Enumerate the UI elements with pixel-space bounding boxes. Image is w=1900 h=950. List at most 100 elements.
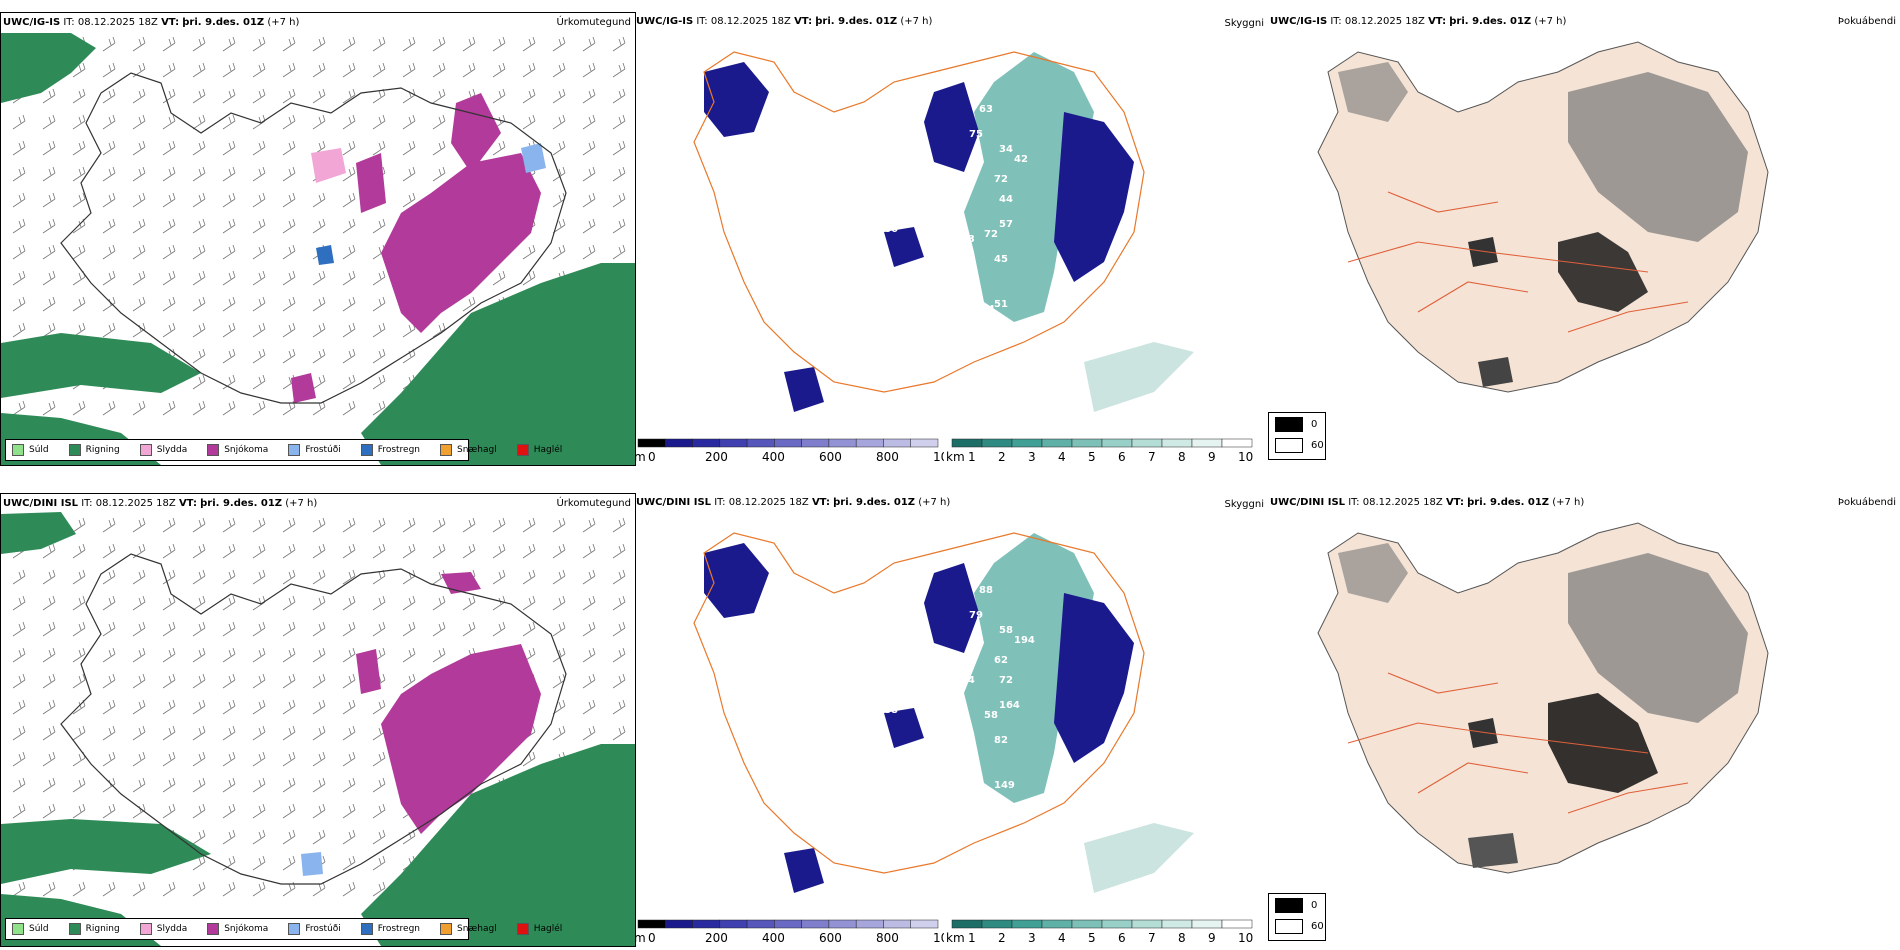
- fog-header-2: UWC/DINI ISL IT: 08.12.2025 18Z VT: þri.…: [1270, 497, 1584, 508]
- km-tick: 6: [1118, 931, 1126, 944]
- fog-legend-label-1: 60: [1311, 921, 1324, 932]
- cloud-base-label: 85: [899, 665, 913, 676]
- km-tick: 7: [1148, 450, 1156, 463]
- fog-map-2: [1317, 522, 1769, 874]
- legend-item-3: Snjókoma: [207, 444, 268, 456]
- cloud-base-label: 68: [834, 144, 848, 155]
- height-unit: m: [634, 931, 646, 944]
- legend-item-2: Slydda: [139, 923, 187, 935]
- km-colorbar-svg: km 1 2 3 4 5 6 7 8 9 10: [946, 919, 1253, 944]
- model-name: UWC/DINI ISL: [1270, 497, 1346, 508]
- cloud-panel-2: 58 52 64 90 86 53 55 52 58 88 85 111 181 109 85 127 88 79…: [634, 493, 1268, 945]
- legend-swatch-6: [440, 923, 453, 935]
- cloud-base-label: 38: [954, 805, 968, 816]
- km-colorbar-svg: km 1 2 3 4 5 6 7 8 9 10: [946, 438, 1253, 463]
- cloud-base-label: 97: [919, 224, 933, 235]
- km-color-step: [1041, 919, 1073, 929]
- km-color-step: [1191, 919, 1223, 929]
- height-color-step: [828, 919, 857, 929]
- cloud-base-label: 32: [909, 264, 923, 275]
- height-color-step: [801, 919, 830, 929]
- cloud-base-label: 59: [929, 324, 943, 335]
- cloud-base-label: 284: [974, 304, 995, 315]
- height-color-step: [746, 919, 775, 929]
- rain-area-southeast-1: [361, 263, 635, 465]
- cloud-base-label: 111: [909, 770, 930, 781]
- it-label: IT:: [81, 498, 93, 509]
- cloud-base-label: 22: [924, 730, 938, 741]
- cloud-base-label: 51: [994, 299, 1008, 310]
- fog-grey-area-1: [1568, 72, 1748, 242]
- cloud-base-label: 52: [849, 274, 863, 285]
- legend-swatch-1: [68, 923, 81, 935]
- cloud-base-label: 81: [964, 264, 978, 275]
- legend-item-4: Frostúði: [288, 923, 341, 935]
- legend-swatch-2: [139, 444, 152, 456]
- precip-map-1: [1, 33, 635, 465]
- it-label: IT:: [714, 497, 726, 508]
- cloud-base-label: 133: [954, 74, 975, 85]
- cloud-base-label: 34: [999, 144, 1013, 155]
- cloud-base-label: 36: [954, 775, 968, 786]
- cloud-base-label: 98: [869, 264, 883, 275]
- cloud-base-label: 110: [894, 294, 915, 305]
- it-value: 08.12.2025 18Z: [95, 498, 176, 509]
- km-color-step: [951, 919, 983, 929]
- cloud-low-area-westfjords-1: [704, 62, 769, 137]
- cloud-base-label: 58: [999, 625, 1013, 636]
- height-tick: 800: [876, 450, 899, 463]
- km-color-step: [1101, 919, 1133, 929]
- cloud-base-label: 88: [979, 585, 993, 596]
- cloud-mid-area-1: [964, 52, 1094, 322]
- it-label: IT:: [1348, 497, 1360, 508]
- it-label: IT:: [63, 17, 75, 28]
- km-color-step: [1131, 438, 1163, 448]
- legend-label-3: Snjókoma: [224, 445, 269, 455]
- fog-dark-area-1: [1558, 232, 1648, 312]
- cloud-base-label: 55: [834, 625, 848, 636]
- fog-grey-area-2: [1568, 553, 1748, 723]
- height-color-step: [719, 919, 748, 929]
- cloud-map-2: 58 52 64 90 86 53 55 52 58 88 85 111 181 109 85 127 88 79…: [693, 532, 1194, 893]
- snow-area-east-1: [381, 153, 541, 333]
- fog-map-1: [1317, 41, 1769, 393]
- fog-roads-1: [1347, 191, 1689, 333]
- iceland-outline-1: [60, 72, 567, 404]
- km-color-step: [1191, 438, 1223, 448]
- legend-item-6: Snæhagl: [440, 444, 497, 456]
- km-color-step: [1011, 438, 1043, 448]
- km-color-step: [1161, 919, 1193, 929]
- fog-legend-swatch-0: [1275, 417, 1303, 432]
- cloud-base-label: 178: [909, 745, 930, 756]
- height-tick: 1000: [933, 931, 944, 944]
- cloud-base-label: 53: [909, 144, 923, 155]
- km-color-step: [1131, 919, 1163, 929]
- cloud-base-label: 58: [774, 565, 788, 576]
- km-tick: 3: [1028, 450, 1036, 463]
- rain-area-southwest-2: [1, 819, 211, 884]
- rain-area-southeast-2: [361, 744, 635, 946]
- height-color-step: [665, 919, 693, 929]
- height-color-step: [883, 438, 911, 448]
- cloud-low-area-center-2: [884, 708, 924, 748]
- km-tick: 2: [998, 450, 1006, 463]
- height-colorbar-svg: m0 200 400 600 800 1000: [634, 438, 944, 463]
- fog-legend-2: 0 60: [1268, 893, 1326, 941]
- model-name: UWC/IG-IS: [3, 17, 61, 28]
- cloud-base-label: 109: [914, 565, 935, 576]
- height-tick: 600: [819, 931, 842, 944]
- legend-item-5: Frostregn: [360, 923, 420, 935]
- snow-area-south-1: [291, 373, 316, 403]
- precip-header-2: UWC/DINI ISL IT: 08.12.2025 18Z VT: þri.…: [3, 498, 317, 509]
- legend-label-6: Snæhagl: [457, 924, 497, 934]
- cloud-base-label: 63: [979, 104, 993, 115]
- legend-label-7: Haglél: [533, 445, 563, 455]
- height-colorbar-2: m0 200 400 600 800 1000: [634, 918, 944, 944]
- frzdrizzle-area-2: [301, 852, 323, 876]
- cloud-low-area-south-1: [784, 367, 824, 412]
- legend-item-7: Haglél: [516, 923, 562, 935]
- legend-item-1: Rigning: [68, 923, 120, 935]
- legend-item-5: Frostregn: [360, 444, 420, 456]
